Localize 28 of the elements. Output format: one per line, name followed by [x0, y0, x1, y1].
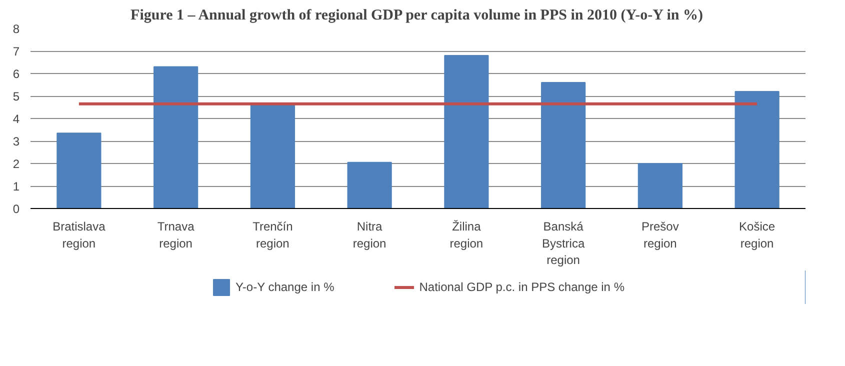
y-tick-label: 3 [12, 134, 20, 148]
x-tick-label: Prešov region [642, 220, 679, 250]
legend-label: Y-o-Y change in % [236, 280, 334, 294]
x-tick-label: Žilina region [450, 220, 484, 250]
x-tick-label: Bratislava region [52, 220, 106, 250]
y-tick-label: 7 [12, 44, 20, 58]
y-tick-label: 0 [12, 202, 20, 216]
bar [444, 55, 489, 208]
bar [638, 163, 682, 208]
x-tick-label: Trenčín region [252, 220, 293, 250]
x-tick-label: Banská Bystrica region [542, 220, 585, 268]
legend-label: National GDP p.c. in PPS change in % [419, 280, 624, 294]
y-tick-label: 6 [12, 67, 20, 81]
y-tick-label: 8 [12, 22, 20, 36]
x-tick-label: Nitra region [352, 220, 386, 250]
y-tick-label: 4 [12, 112, 20, 126]
bar [56, 132, 102, 208]
y-tick-label: 1 [12, 180, 20, 194]
bar [154, 66, 198, 208]
y-tick-label: 5 [12, 90, 20, 104]
bar [347, 162, 392, 208]
bar [541, 82, 586, 208]
x-tick-label: Košice region [739, 220, 776, 250]
bar [250, 103, 295, 208]
x-tick-label: Trnava region [157, 220, 195, 250]
chart-title: Figure 1 – Annual growth of regional GDP per capita volume in PPS in 2010 (Y-o-Y in %) [130, 8, 703, 24]
bar [734, 91, 780, 208]
y-tick-label: 2 [12, 157, 20, 171]
